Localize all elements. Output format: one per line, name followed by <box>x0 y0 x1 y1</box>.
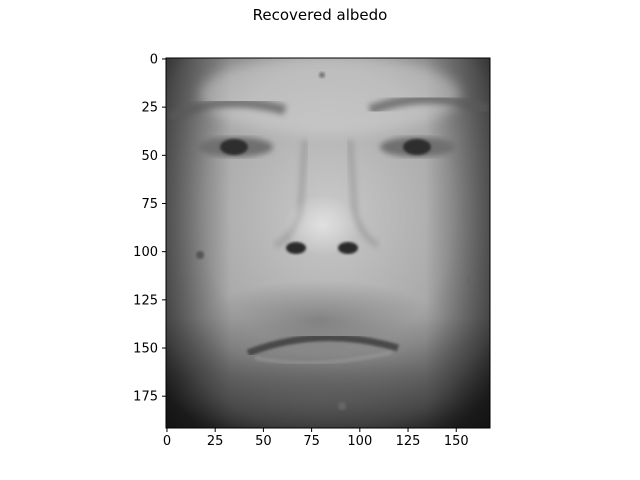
y-tick-label: 75 <box>141 197 158 212</box>
right-eye <box>380 137 456 157</box>
x-tick-label: 50 <box>255 434 272 449</box>
left-eye <box>197 137 273 157</box>
mouth <box>246 334 399 357</box>
nose <box>273 139 380 255</box>
x-tick-label: 25 <box>207 434 224 449</box>
x-tick-label: 75 <box>303 434 320 449</box>
y-tick-label: 50 <box>141 149 158 164</box>
right-eyebrow <box>368 94 490 115</box>
x-tick-label: 125 <box>396 434 421 449</box>
x-tick-label: 150 <box>444 434 469 449</box>
y-tick-label: 0 <box>150 52 158 67</box>
y-tick-label: 125 <box>133 293 158 308</box>
face-image <box>166 58 490 428</box>
y-tick-label: 150 <box>133 342 158 357</box>
x-tick-label: 100 <box>347 434 372 449</box>
y-tick-label: 175 <box>133 390 158 405</box>
figure-title: Recovered albedo <box>252 6 388 24</box>
x-tick-label: 0 <box>163 434 171 449</box>
left-eyebrow <box>167 97 287 123</box>
x-axis: 0 25 50 75 100 125 150 <box>163 428 469 449</box>
y-axis: 0 25 50 75 100 125 150 175 <box>133 52 166 405</box>
y-tick-label: 25 <box>141 101 158 116</box>
axes-frame <box>165 57 491 429</box>
y-tick-label: 100 <box>133 245 158 260</box>
